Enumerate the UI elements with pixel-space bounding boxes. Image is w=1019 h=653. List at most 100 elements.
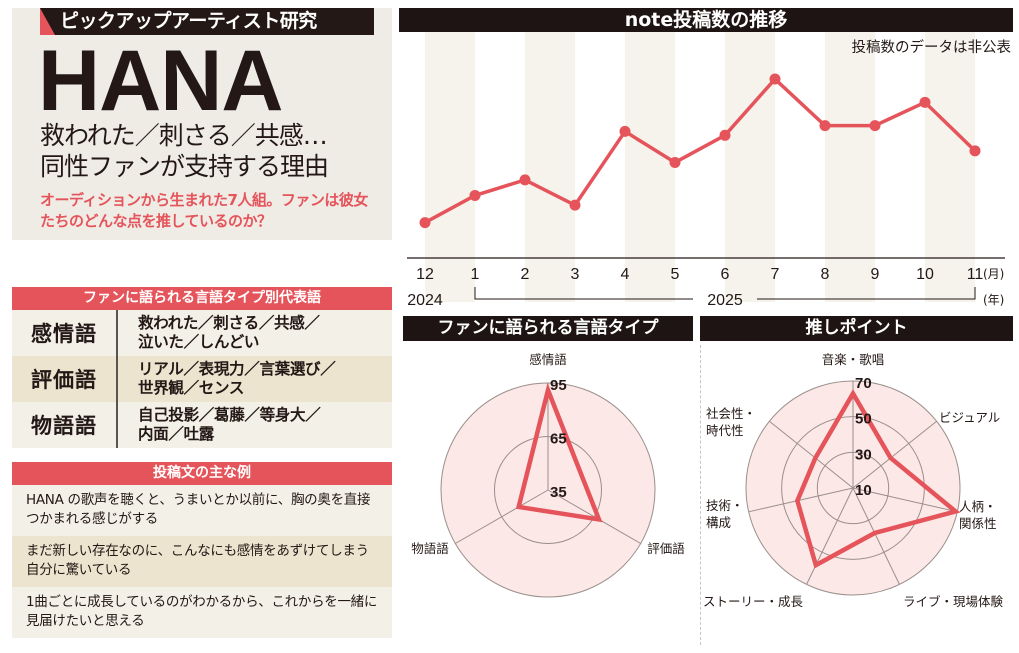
lexicon-words: 救われた／刺さる／共感／ 泣いた／しんどい xyxy=(118,314,320,352)
radar-axis-label: 物語語 xyxy=(411,541,449,556)
radar-tick-label: 65 xyxy=(550,431,567,448)
lexicon-table-title: ファンに語られる言語タイプ別代表語 xyxy=(12,287,392,310)
radar-axis-label: 構成 xyxy=(706,515,731,530)
list-item: HANA の歌声を聴くと、うまいとか以前に、胸の奥を直接つかまれる感じがする xyxy=(12,485,392,536)
year-label-2024: 2024 xyxy=(407,292,443,307)
grid-stripe xyxy=(425,32,475,302)
data-point xyxy=(919,96,931,108)
radar-spoke xyxy=(852,487,958,513)
radar-series xyxy=(515,382,603,523)
data-point xyxy=(519,174,531,186)
radar-axis-label: 人柄・ xyxy=(959,499,997,514)
radar-axis-label: 社会性・ xyxy=(706,406,756,421)
radar-axis-label: 音楽・歌唱 xyxy=(822,352,885,367)
subtitle-line-2: 同性ファンが支持する理由 xyxy=(40,152,329,181)
x-tick-label: 11 xyxy=(967,266,984,283)
x-tick-label: 7 xyxy=(771,266,780,283)
x-tick-label: 1 xyxy=(471,266,480,283)
lexicon-term: 感情語 xyxy=(12,310,118,356)
line-chart-title: note投稿数の推移 xyxy=(399,8,1013,32)
grid-stripe xyxy=(525,32,575,302)
words-line: 救われた／刺さる／共感／ xyxy=(138,314,320,332)
data-line xyxy=(424,77,977,225)
hero-panel: ピックアップアーティスト研究 HANA 救われた／刺さる／共感… 同性ファンが支… xyxy=(12,8,392,240)
x-tick-label: 6 xyxy=(721,266,730,283)
data-point xyxy=(969,145,981,157)
table-row: 物語語 自己投影／葛藤／等身大／ 内面／吐露 xyxy=(12,402,392,448)
x-tick-label: 10 xyxy=(916,266,934,283)
radar-tick-label: 70 xyxy=(855,375,872,392)
lexicon-term: 物語語 xyxy=(12,402,118,448)
lexicon-words: リアル／表現力／言葉選び／ 世界観／センス xyxy=(118,360,336,398)
data-point xyxy=(469,189,481,201)
radar-axis-label: ライブ・現場体験 xyxy=(903,594,1004,609)
examples-list: 投稿文の主な例 HANA の歌声を聴くと、うまいとか以前に、胸の奥を直接つかまれ… xyxy=(12,462,392,638)
grid-stripe xyxy=(825,32,875,302)
radar-axis-label: 感情語 xyxy=(529,352,567,367)
chart-annotation: 投稿数のデータは非公表 xyxy=(851,40,1012,56)
radar-language-title: ファンに語られる言語タイプ xyxy=(403,316,693,341)
year-unit-label: (年) xyxy=(983,293,1004,307)
list-item: 1曲ごとに成長しているのがわかるから、これからを一緒に見届けたいと思える xyxy=(12,587,392,638)
radar-spoke xyxy=(852,420,937,489)
words-line: 内面／吐露 xyxy=(138,425,215,443)
data-point xyxy=(619,125,631,137)
radar-axis-label: 評価語 xyxy=(647,541,685,556)
x-tick-label: 5 xyxy=(671,266,680,283)
words-line: 泣いた／しんどい xyxy=(138,333,260,351)
data-point xyxy=(719,129,731,141)
radar-spoke xyxy=(455,489,549,544)
data-point xyxy=(869,120,881,132)
radar-axis-label: 時代性 xyxy=(706,423,744,438)
x-tick-label: 9 xyxy=(871,266,880,283)
radar-points-title: 推しポイント xyxy=(700,316,1013,341)
kicker-flag-icon xyxy=(40,8,55,35)
radar-tick-label: 50 xyxy=(855,411,872,428)
data-point xyxy=(769,73,781,85)
chart-divider xyxy=(700,345,701,645)
radar-spoke xyxy=(852,487,900,585)
year-bracket xyxy=(474,287,976,300)
x-tick-label: 12 xyxy=(416,266,434,283)
words-line: 自己投影／葛藤／等身大／ xyxy=(138,406,321,424)
data-point xyxy=(819,120,831,132)
radar-tick-label: 95 xyxy=(550,377,567,394)
month-unit-label: (月) xyxy=(983,267,1004,281)
x-tick-label: 3 xyxy=(571,266,580,283)
data-point xyxy=(569,199,581,211)
list-item: まだ新しい存在なのに、こんなにも感情をあずけてしまう自分に驚いている xyxy=(12,536,392,587)
radar-axis-label: ビジュアル xyxy=(939,410,1000,425)
words-line: 世界観／センス xyxy=(138,379,245,397)
lexicon-term: 評価語 xyxy=(12,356,118,402)
examples-title: 投稿文の主な例 xyxy=(12,462,392,485)
grid-stripe xyxy=(625,32,675,302)
lead-text: オーディションから生まれた7人組。ファンは彼女たちのどんな点を推しているのか？ xyxy=(40,191,368,230)
words-line: リアル／表現力／言葉選び／ xyxy=(138,360,336,378)
radar-tick-label: 10 xyxy=(855,482,872,499)
kicker-text: ピックアップアーティスト研究 xyxy=(60,10,317,32)
x-tick-label: 8 xyxy=(821,266,830,283)
x-tick-label: 2 xyxy=(521,266,530,283)
grid-stripe xyxy=(725,32,775,302)
page-title: HANA xyxy=(38,33,283,129)
radar-spoke xyxy=(769,420,854,489)
lexicon-words: 自己投影／葛藤／等身大／ 内面／吐露 xyxy=(118,406,321,444)
radar-spoke xyxy=(748,487,854,513)
subtitle: 救われた／刺さる／共感… 同性ファンが支持する理由 xyxy=(40,120,329,182)
subtitle-line-1: 救われた／刺さる／共感… xyxy=(40,121,328,150)
grid-stripe xyxy=(925,32,975,302)
table-row: 感情語 救われた／刺さる／共感／ 泣いた／しんどい xyxy=(12,310,392,356)
radar-tick-label: 30 xyxy=(855,446,872,463)
radar-spoke xyxy=(806,487,854,585)
line-chart: 12 1 2 3 4 5 6 7 8 9 10 11 (月)(年)2024 2025 xyxy=(407,32,1005,307)
radar-axis-label: ストーリー・成長 xyxy=(703,594,803,609)
lexicon-table: ファンに語られる言語タイプ別代表語 感情語 救われた／刺さる／共感／ 泣いた／し… xyxy=(12,287,392,448)
radar-axis-label: 関係性 xyxy=(959,516,997,531)
table-row: 評価語 リアル／表現力／言葉選び／ 世界観／センス xyxy=(12,356,392,402)
year-label-2025: 2025 xyxy=(707,292,743,307)
radar-axis-label: 技術・ xyxy=(706,498,744,513)
data-point xyxy=(669,156,681,168)
x-tick-label: 4 xyxy=(621,266,630,283)
